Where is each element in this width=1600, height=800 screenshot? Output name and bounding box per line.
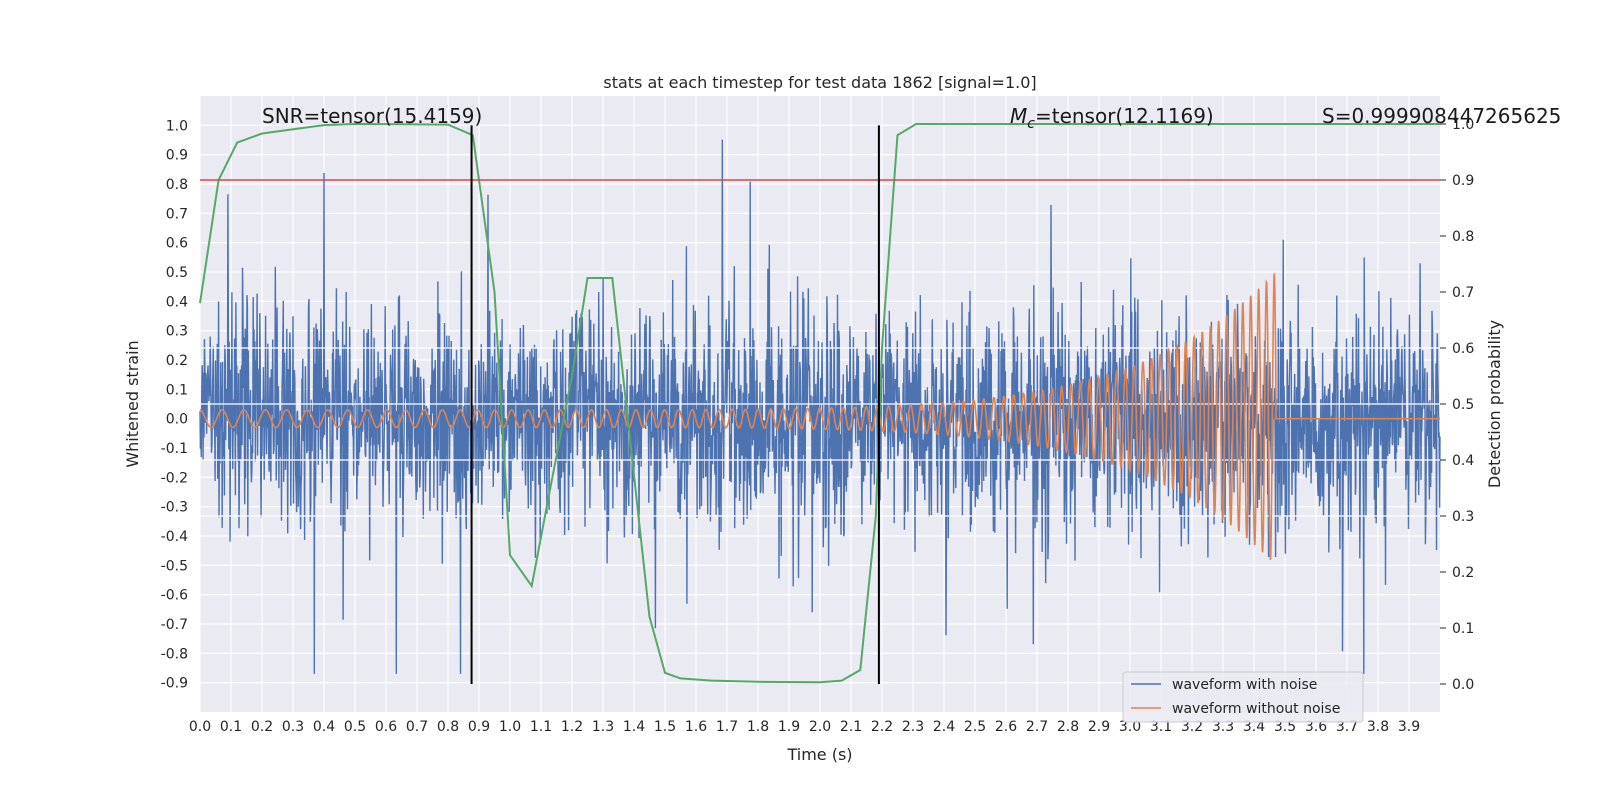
x-axis-label: Time (s) — [786, 745, 852, 764]
x-tick-label: 0.5 — [344, 719, 366, 735]
x-tick-label: 0.1 — [220, 719, 242, 735]
chirp-mass-symbol: M — [1010, 104, 1027, 128]
y-axis-ticks: 1.0 0.9 0.8 0.7 0.6 0.5 0.4 0.3 0.2 0.1 0.0 -0.1 -0.… — [161, 118, 188, 691]
x-tick-label: 0.0 — [189, 719, 211, 735]
x-tick-label: 0.9 — [468, 719, 490, 735]
legend: waveform with noise waveform without noi… — [1122, 671, 1364, 723]
x-tick-label: 2.5 — [964, 719, 986, 735]
x-tick-label: 1.5 — [654, 719, 676, 735]
x-tick-label: 1.8 — [747, 719, 769, 735]
y-tick-label: 0.1 — [166, 382, 188, 398]
y2-axis-ticks: 1.0 0.9 0.8 0.7 0.6 0.5 0.4 0.3 0.2 0.1 0.0 — [1440, 117, 1474, 693]
x-tick-label: 3.2 — [1181, 719, 1203, 735]
y2-tick-label: 0.2 — [1452, 565, 1474, 581]
y-axis-label: Whitened strain — [123, 340, 142, 467]
x-tick-label: 2.6 — [995, 719, 1017, 735]
legend-box — [1122, 671, 1364, 723]
y-tick-label: 1.0 — [166, 118, 188, 134]
x-tick-label: 3.4 — [1243, 719, 1265, 735]
x-tick-label: 1.4 — [623, 719, 645, 735]
y-tick-label: 0.8 — [166, 177, 188, 193]
y-tick-label: -0.7 — [161, 617, 188, 633]
y-tick-label: 0.5 — [166, 265, 188, 281]
x-tick-label: 3.5 — [1274, 719, 1296, 735]
x-tick-label: 0.8 — [437, 719, 459, 735]
y-tick-label: 0.7 — [166, 206, 188, 222]
x-tick-label: 2.0 — [809, 719, 831, 735]
x-tick-label: 1.2 — [561, 719, 583, 735]
y-tick-label: -0.5 — [161, 558, 188, 574]
x-tick-label: 3.0 — [1119, 719, 1141, 735]
y2-tick-label: 1.0 — [1452, 117, 1474, 133]
y-tick-label: -0.6 — [161, 588, 188, 604]
y-tick-label: 0.4 — [166, 294, 188, 310]
y-tick-label: 0.9 — [166, 148, 188, 164]
score-annotation: S=0.999908447265625 — [1322, 104, 1561, 128]
x-tick-label: 0.6 — [375, 719, 397, 735]
x-tick-label: 3.1 — [1150, 719, 1172, 735]
y-tick-label: -0.9 — [161, 676, 188, 692]
x-tick-label: 1.7 — [716, 719, 738, 735]
chart-title: stats at each timestep for test data 186… — [603, 73, 1036, 92]
y2-tick-label: 0.5 — [1452, 397, 1474, 413]
y2-tick-label: 0.6 — [1452, 341, 1474, 357]
y2-tick-label: 0.4 — [1452, 453, 1474, 469]
chirp-mass-value: =tensor(12.1169) — [1035, 104, 1214, 128]
x-tick-label: 2.4 — [933, 719, 955, 735]
x-tick-label: 1.3 — [592, 719, 614, 735]
x-tick-label: 1.0 — [499, 719, 521, 735]
y2-tick-label: 0.7 — [1452, 285, 1474, 301]
y-tick-label: 0.3 — [166, 324, 188, 340]
y2-axis-label: Detection probability — [1485, 320, 1504, 488]
y2-tick-label: 0.3 — [1452, 509, 1474, 525]
x-tick-label: 2.8 — [1057, 719, 1079, 735]
y-tick-label: -0.8 — [161, 646, 188, 662]
x-tick-label: 3.3 — [1212, 719, 1234, 735]
y-tick-label: -0.3 — [161, 500, 188, 516]
x-tick-label: 3.7 — [1336, 719, 1358, 735]
x-tick-label: 2.1 — [840, 719, 862, 735]
x-tick-label: 1.6 — [685, 719, 707, 735]
snr-annotation: SNR=tensor(15.4159) — [262, 104, 482, 128]
y-tick-label: 0.2 — [166, 353, 188, 369]
x-tick-label: 2.3 — [902, 719, 924, 735]
x-tick-label: 1.1 — [530, 719, 552, 735]
x-tick-label: 2.7 — [1026, 719, 1048, 735]
y-tick-label: -0.4 — [161, 529, 188, 545]
legend-label-clean: waveform without noise — [1172, 701, 1340, 717]
x-tick-label: 3.9 — [1398, 719, 1420, 735]
y-tick-label: -0.2 — [161, 470, 188, 486]
x-tick-label: 1.9 — [778, 719, 800, 735]
marker-lines — [470, 125, 880, 684]
y2-tick-label: 0.1 — [1452, 621, 1474, 637]
y2-tick-label: 0.0 — [1452, 677, 1474, 693]
x-tick-label: 2.9 — [1088, 719, 1110, 735]
x-axis-ticks: 0.0 0.1 0.2 0.3 0.4 0.5 0.6 0.7 0.8 0.9 1.0 1.1 1.2 1… — [189, 719, 1420, 735]
x-tick-label: 0.2 — [251, 719, 273, 735]
x-tick-label: 3.6 — [1305, 719, 1327, 735]
probability-line — [199, 122, 1440, 684]
chirp-mass-annotation: Mc=tensor(12.1169) — [1010, 104, 1214, 132]
x-tick-label: 2.2 — [871, 719, 893, 735]
x-tick-label: 3.8 — [1367, 719, 1389, 735]
x-tick-label: 0.4 — [313, 719, 335, 735]
y-tick-label: 0.6 — [166, 236, 188, 252]
x-tick-label: 0.3 — [282, 719, 304, 735]
x-tick-label: 0.7 — [406, 719, 428, 735]
chirp-line — [200, 272, 1440, 561]
y2-tick-label: 0.9 — [1452, 173, 1474, 189]
y-tick-label: 0.0 — [166, 412, 188, 428]
legend-label-noise: waveform with noise — [1172, 677, 1317, 693]
chirp-series — [200, 272, 1440, 561]
y2-tick-label: 0.8 — [1452, 229, 1474, 245]
y-tick-label: -0.1 — [161, 441, 188, 457]
probability-series — [199, 122, 1440, 684]
chirp-mass-subscript: c — [1027, 116, 1035, 132]
